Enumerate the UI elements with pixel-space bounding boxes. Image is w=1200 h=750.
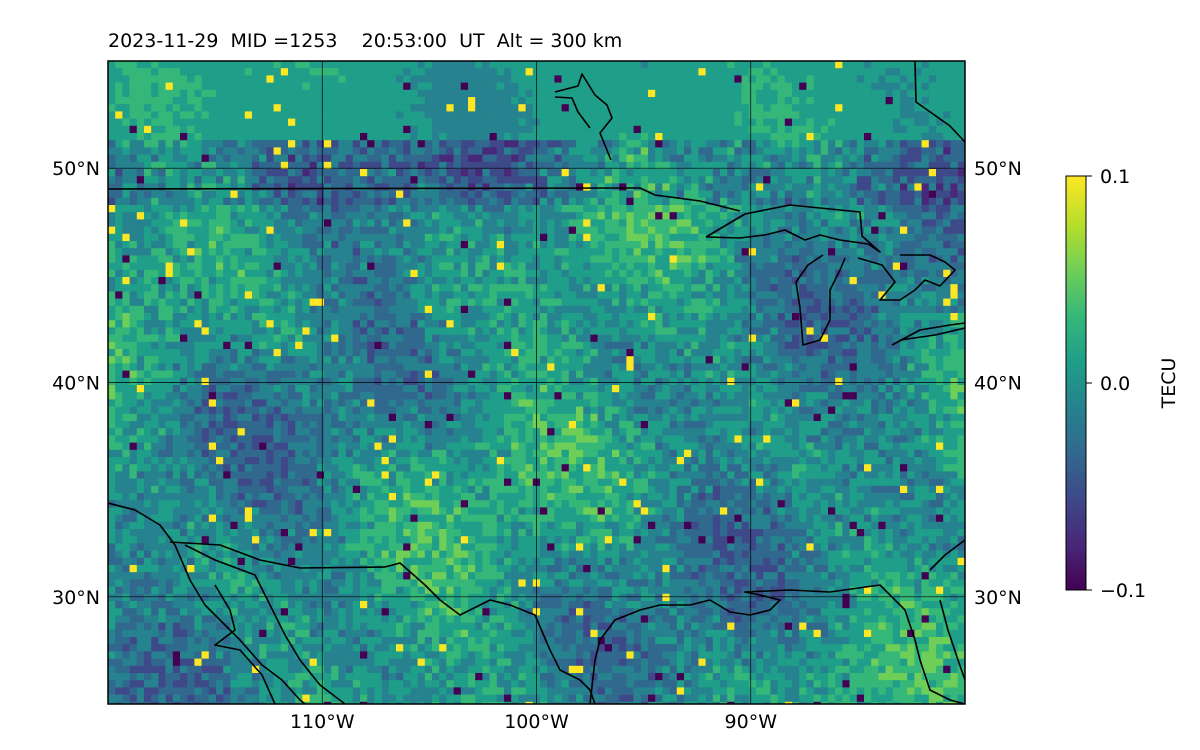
ne-coast: [914, 61, 965, 143]
coastlines: [108, 61, 965, 704]
hudson-bay-inset: [554, 96, 591, 129]
us-mexico-border: [169, 541, 596, 704]
graticule: [108, 61, 965, 704]
colorbar-tick-label: 0.0: [1100, 373, 1130, 395]
florida-peninsula: [939, 599, 965, 681]
latitude-tick-label: 30°N: [974, 587, 1022, 609]
title-alt: Alt = 300 km: [496, 30, 623, 52]
lake-erie: [891, 322, 965, 346]
colorbar-tick-label: −0.1: [1100, 580, 1146, 602]
title-date: 2023-11-29: [108, 30, 219, 52]
latitude-tick-label: 50°N: [52, 158, 100, 180]
longitude-labels: 110°W 100°W 90°W: [290, 711, 777, 733]
latitude-tick-label: 50°N: [974, 158, 1022, 180]
map-frame: [107, 60, 966, 705]
florida-coast: [929, 539, 965, 571]
lake-michigan: [795, 254, 846, 346]
lake-huron: [857, 254, 956, 301]
colorbar-ticks: 0.1 0.0 −0.1: [1086, 166, 1146, 602]
tec-heatmap: [108, 61, 965, 704]
colorbar: 0.1 0.0 −0.1 TECU: [1065, 166, 1180, 602]
pacific-coast: [108, 502, 306, 704]
title-time: 20:53:00: [361, 30, 447, 52]
title-ut: UT: [459, 30, 485, 52]
lake-superior: [705, 204, 881, 253]
baja-coast: [214, 584, 276, 704]
gulf-coast: [589, 584, 965, 704]
lake-ontario: [899, 327, 965, 341]
plot-title: 2023-11-29 MID =1253 20:53:00 UT Alt = 3…: [108, 30, 622, 52]
longitude-tick-label: 90°W: [725, 711, 778, 733]
colorbar-label: TECU: [1158, 358, 1180, 410]
colorbar-tick-label: 0.1: [1100, 166, 1130, 188]
colorbar-gradient: [1065, 175, 1087, 591]
longitude-tick-label: 110°W: [290, 711, 355, 733]
latitude-tick-label: 40°N: [974, 373, 1022, 395]
latitude-labels-left: 30°N 40°N 50°N: [52, 158, 100, 609]
latitude-tick-label: 30°N: [52, 587, 100, 609]
longitude-tick-label: 100°W: [504, 711, 569, 733]
title-mid: MID =1253: [230, 30, 338, 52]
us-canada-border: [108, 187, 741, 212]
latitude-tick-label: 40°N: [52, 373, 100, 395]
gulf-of-california: [184, 544, 346, 704]
hudson-bay-coast: [554, 73, 613, 161]
latitude-labels-right: 30°N 40°N 50°N: [974, 158, 1022, 609]
